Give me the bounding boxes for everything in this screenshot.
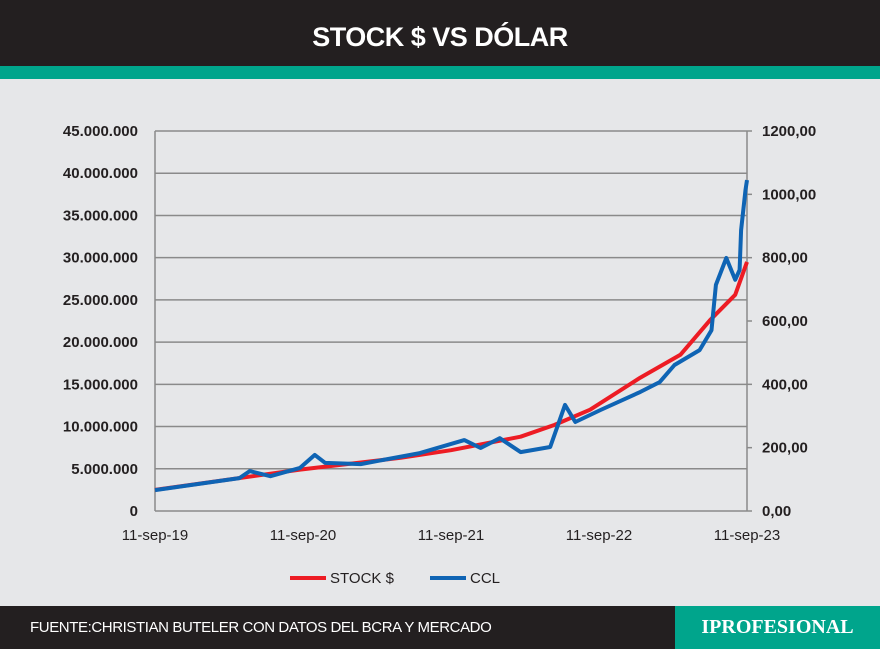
y-left-tick-label: 30.000.000: [63, 250, 138, 267]
chart: 0 5.000.000 10.000.000 15.000.000 20.000.000…: [63, 123, 816, 587]
y-right-tick-label: 800,00: [762, 250, 808, 267]
series-line-ccl: [154, 179, 749, 493]
x-tick-label: 11-sep-21: [418, 527, 484, 544]
y-left-tick-label: 35.000.000: [63, 207, 138, 224]
y-right-tick-label: 200,00: [762, 440, 808, 457]
y-right-tick-label: 600,00: [762, 313, 808, 330]
y-left-tick-label: 25.000.000: [63, 292, 138, 309]
x-tick-label: 11-sep-22: [566, 527, 632, 544]
legend-label: CCL: [470, 570, 500, 587]
series-line-stock: [154, 261, 749, 492]
y-left-tick-label: 20.000.000: [63, 334, 138, 351]
y-left-tick-label: 0: [130, 503, 138, 520]
legend-label: STOCK $: [330, 570, 395, 587]
x-tick-label: 11-sep-20: [270, 527, 336, 544]
x-tick-label: 11-sep-19: [122, 527, 188, 544]
y-left-tick-label: 10.000.000: [63, 419, 138, 436]
footer: FUENTE:CHRISTIAN BUTELER CON DATOS DEL B…: [0, 606, 880, 649]
y-right-tick-label: 1200,00: [762, 123, 816, 140]
y-left-tick-label: 45.000.000: [63, 123, 138, 140]
y-left-tick-label: 15.000.000: [63, 376, 138, 393]
source-text: FUENTE:CHRISTIAN BUTELER CON DATOS DEL B…: [30, 619, 492, 636]
y-right-tick-label: 400,00: [762, 376, 808, 393]
y-right-tick-label: 0,00: [762, 503, 791, 520]
accent-band: [0, 66, 880, 79]
y-left-tick-label: 40.000.000: [63, 165, 138, 182]
y-left-tick-label: 5.000.000: [71, 461, 138, 478]
y-right-tick-label: 1000,00: [762, 186, 816, 203]
chart-title: STOCK $ VS DÓLAR: [0, 0, 880, 66]
x-tick-label: 11-sep-23: [714, 527, 780, 544]
brand-logo: IPROFESIONAL: [675, 606, 880, 649]
